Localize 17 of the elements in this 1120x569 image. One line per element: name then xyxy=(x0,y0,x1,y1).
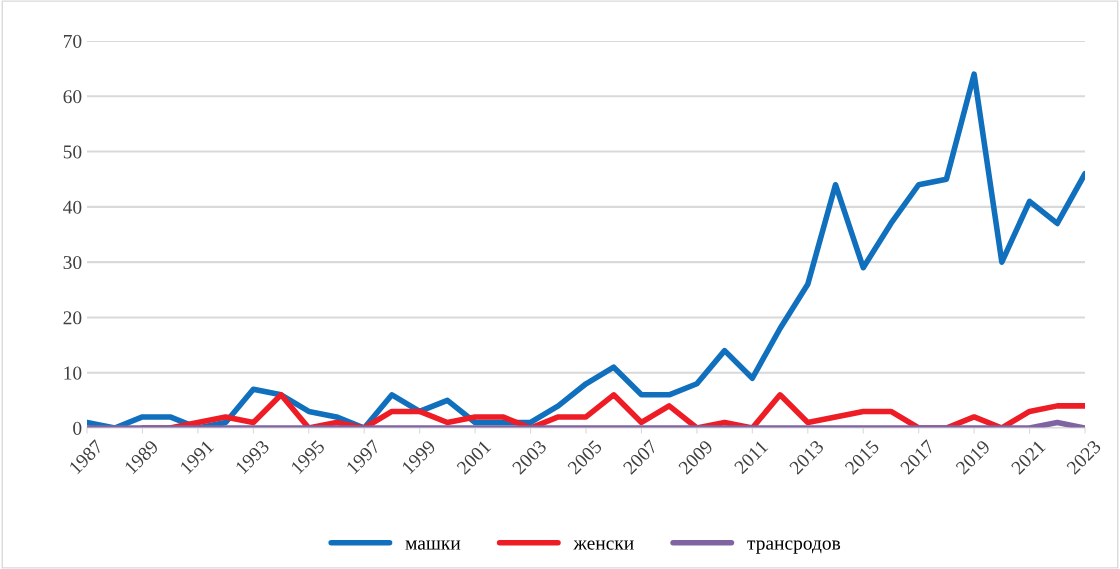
y-tick-label: 70 xyxy=(63,34,82,48)
legend-label: трансродов xyxy=(747,540,841,554)
y-tick-label: 10 xyxy=(64,366,82,380)
x-tick-label: 1999 xyxy=(401,439,437,475)
y-tick-label: 40 xyxy=(63,200,82,214)
y-tick-label: 60 xyxy=(63,90,82,104)
y-tick-label: 20 xyxy=(63,311,82,325)
y-tick-label: 0 xyxy=(73,421,82,435)
y-tick-label: 50 xyxy=(63,145,82,159)
y-tick-label: 30 xyxy=(63,255,82,270)
legend-label: машки xyxy=(405,540,461,550)
x-tick-label: 1989 xyxy=(124,439,160,475)
x-tick-label: 1993 xyxy=(235,439,270,475)
x-tick-label: 2021 xyxy=(1010,439,1046,475)
legend-label: женски xyxy=(573,540,634,550)
x-tick-label: 2011 xyxy=(733,439,769,475)
x-tick-label: 1991 xyxy=(179,439,215,475)
